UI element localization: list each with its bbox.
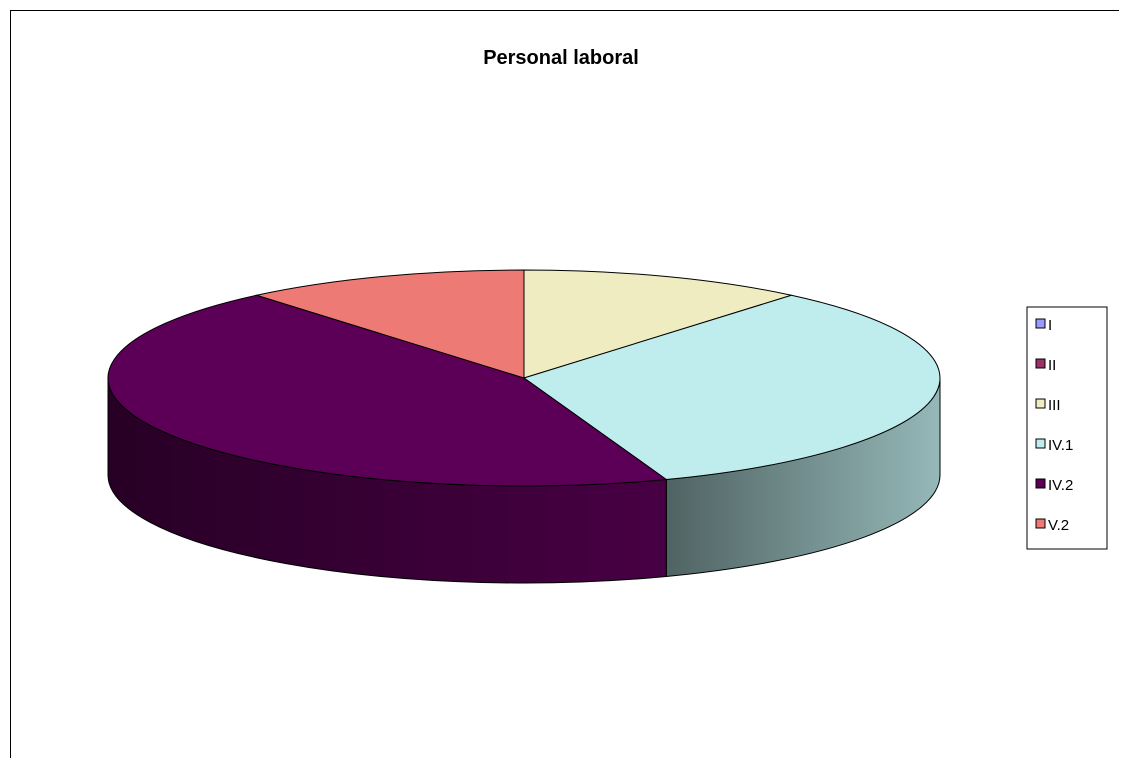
pie-tops: [107, 269, 941, 487]
pie-slice-iv-1: [522, 294, 941, 481]
legend-swatch-iv-2: [1035, 478, 1046, 489]
chart-title: Personal laboral: [483, 47, 639, 69]
legend-label-v-2: V.2: [1048, 517, 1069, 534]
pie-slice-iv-2: [107, 294, 668, 487]
legend-label-ii: II: [1048, 357, 1056, 374]
legend-swatch-iv-1: [1035, 438, 1046, 449]
legend-box: [1026, 306, 1108, 550]
legend-swatch-i: [1035, 318, 1046, 329]
pie-slice-v-2: [254, 269, 525, 379]
pie-slice-iii: [523, 269, 794, 379]
legend-label-i: I: [1048, 317, 1052, 334]
legend-swatch-v-2: [1035, 518, 1046, 529]
legend-label-iv-2: IV.2: [1048, 477, 1073, 494]
legend-label-iii: III: [1048, 397, 1061, 414]
legend-swatch-ii: [1035, 358, 1046, 369]
legend-label-iv-1: IV.1: [1048, 437, 1073, 454]
legend-swatch-iii: [1035, 398, 1046, 409]
